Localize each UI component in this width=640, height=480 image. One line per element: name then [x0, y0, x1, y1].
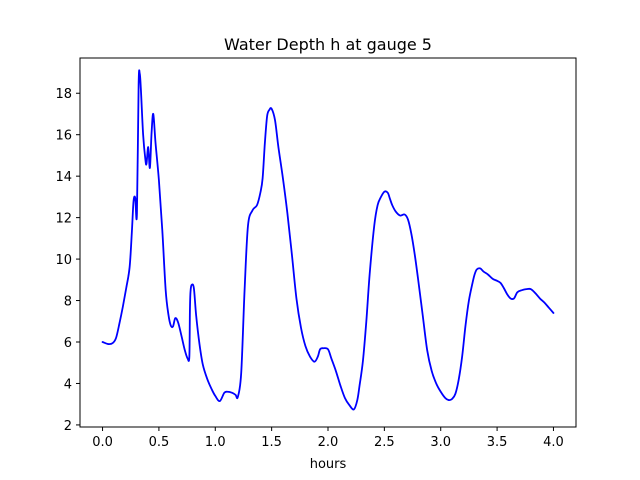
- y-tick-label: 8: [64, 295, 72, 310]
- y-axis: 2 4 6 8 10 12 14 16 18: [55, 87, 80, 434]
- y-tick-label: 14: [55, 170, 72, 185]
- chart-title: Water Depth h at gauge 5: [224, 35, 432, 54]
- y-tick-label: 2: [64, 419, 72, 434]
- y-tick-label: 18: [55, 87, 72, 102]
- y-tick-label: 6: [64, 336, 72, 351]
- series-line: [101, 69, 555, 411]
- x-axis: 0.0 0.5 1.0 1.5 2.0 2.5 3.0 3.5 4.0: [92, 427, 564, 450]
- x-tick-label: 2.0: [318, 435, 339, 450]
- x-tick-label: 1.0: [205, 435, 226, 450]
- series-layer: [101, 69, 555, 411]
- x-tick-label: 2.5: [374, 435, 395, 450]
- y-tick-label: 16: [55, 129, 72, 144]
- y-tick-label: 4: [64, 377, 72, 392]
- x-axis-label: hours: [310, 457, 347, 472]
- x-tick-label: 3.5: [487, 435, 508, 450]
- x-tick-label: 3.0: [430, 435, 451, 450]
- x-tick-label: 4.0: [543, 435, 564, 450]
- y-tick-label: 12: [55, 212, 72, 227]
- x-tick-label: 1.5: [261, 435, 282, 450]
- x-tick-label: 0.0: [92, 435, 113, 450]
- y-tick-label: 10: [55, 253, 72, 268]
- x-tick-label: 0.5: [149, 435, 170, 450]
